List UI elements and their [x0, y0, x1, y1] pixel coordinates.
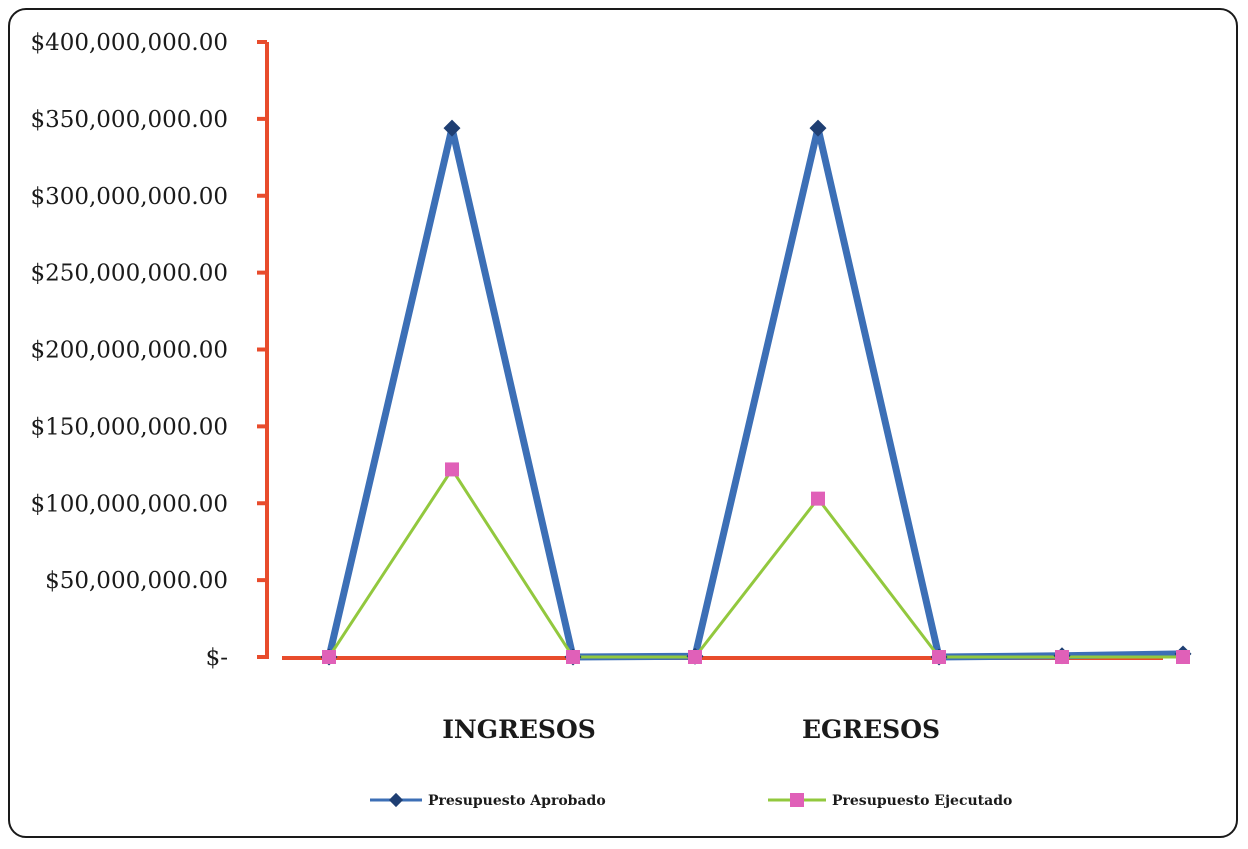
chart-frame	[8, 8, 1238, 838]
data-point-aprobado	[443, 119, 461, 137]
category-label-ingresos: INGRESOS	[442, 715, 596, 744]
legend-item-presupuesto-ejecutado: Presupuesto Ejecutado	[768, 793, 1012, 809]
data-point-ejecutado	[688, 650, 702, 664]
legend-marker-square	[790, 793, 804, 807]
data-point-ejecutado	[322, 650, 336, 664]
legend: Presupuesto Aprobado Presupuesto Ejecuta…	[370, 792, 1012, 809]
legend-marker-diamond	[388, 792, 404, 808]
y-tick-label: $100,000,000.00	[30, 491, 228, 517]
y-tick-label: $-	[206, 645, 228, 671]
legend-item-presupuesto-aprobado: Presupuesto Aprobado	[370, 792, 606, 809]
y-tick-label: $200,000,000.00	[30, 338, 228, 364]
series-lines	[320, 119, 1192, 666]
legend-label-aprobado: Presupuesto Aprobado	[428, 793, 606, 809]
data-point-ejecutado	[445, 462, 459, 477]
legend-label-ejecutado: Presupuesto Ejecutado	[832, 793, 1012, 809]
y-tick-label: $150,000,000.00	[30, 414, 228, 440]
series-line-ejecutado	[327, 466, 1183, 659]
data-point-ejecutado	[566, 650, 580, 664]
y-tick-label: $50,000,000.00	[45, 568, 228, 594]
category-label-egresos: EGRESOS	[802, 715, 940, 744]
data-point-ejecutado	[1055, 650, 1069, 664]
data-point-ejecutado	[932, 650, 946, 664]
y-tick-label: $400,000,000.00	[30, 30, 228, 56]
category-labels: INGRESOS EGRESOS	[442, 715, 940, 744]
y-tick-label: $250,000,000.00	[30, 261, 228, 287]
data-point-ejecutado	[811, 491, 825, 506]
y-axis: $400,000,000.00 $350,000,000.00 $300,000,0…	[30, 30, 269, 671]
y-tick-label: $300,000,000.00	[30, 184, 228, 210]
data-point-ejecutado	[1176, 650, 1190, 664]
y-tick-label: $350,000,000.00	[30, 107, 228, 133]
data-point-aprobado	[809, 119, 827, 137]
